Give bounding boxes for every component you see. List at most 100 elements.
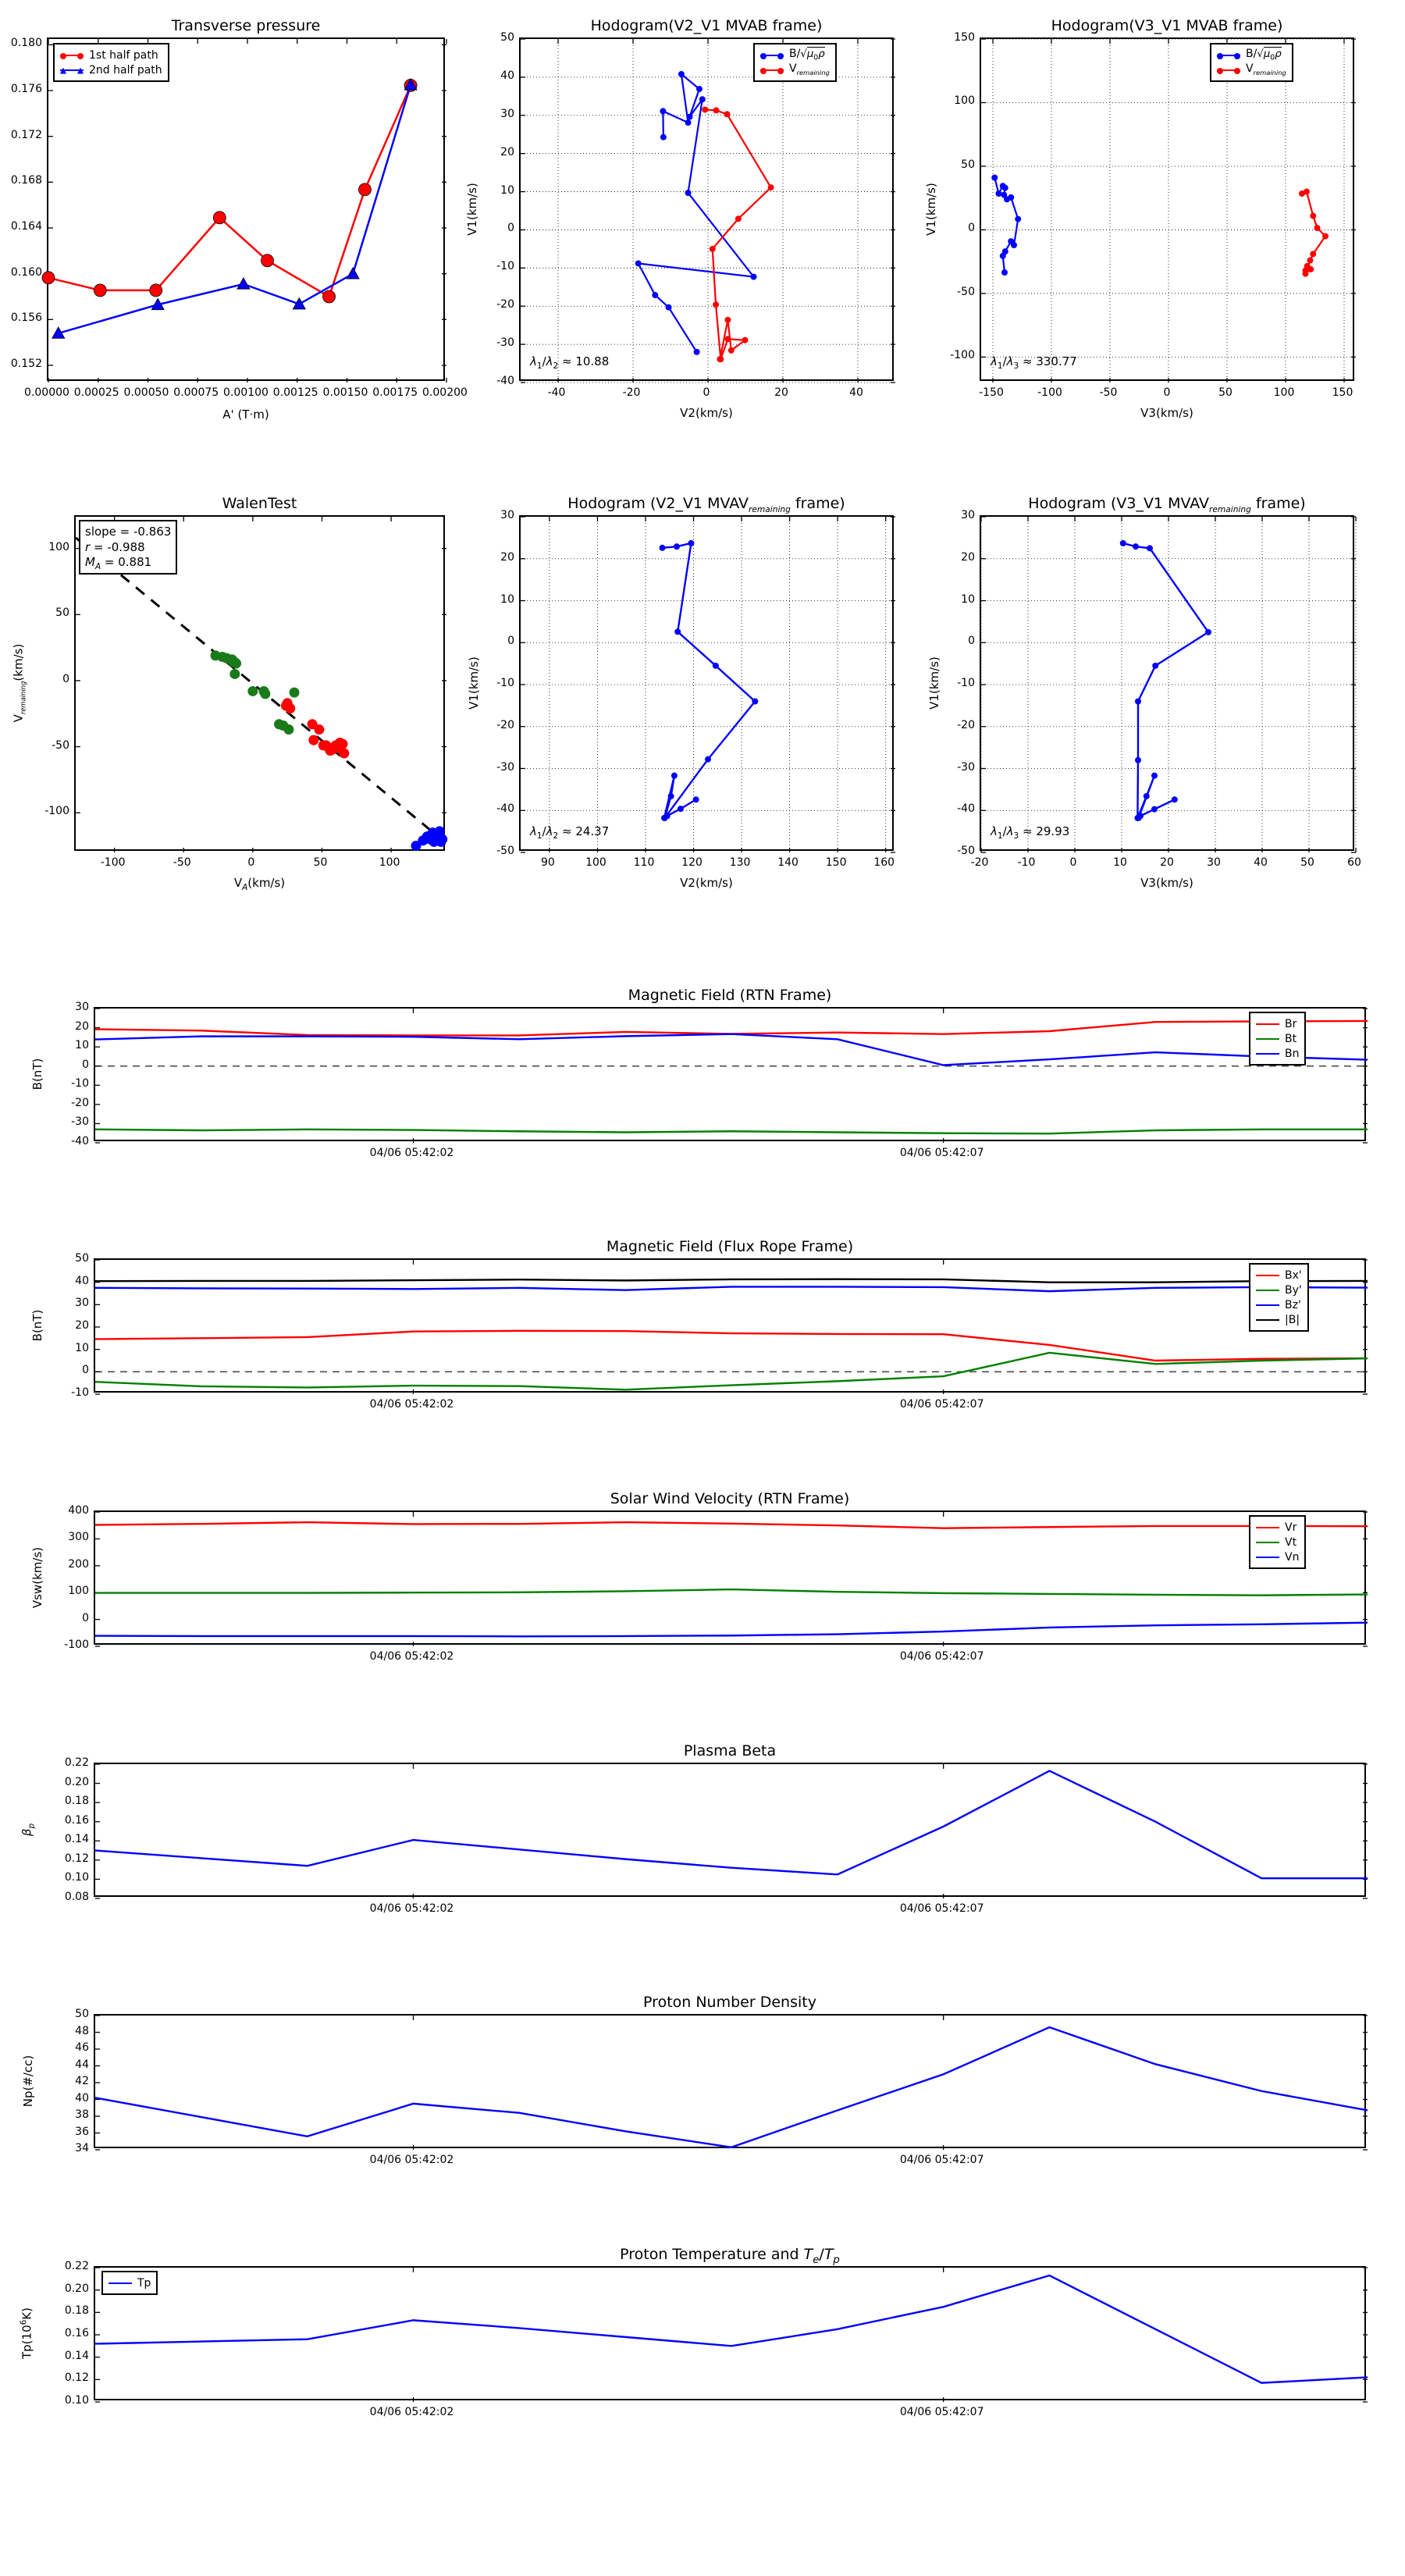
ylabel-b_rtn: B(nT) (30, 1058, 44, 1091)
legend-entry: Bz' (1256, 1297, 1302, 1312)
xtick-label: 40 (849, 386, 863, 399)
legend-entry: Vt (1256, 1535, 1299, 1550)
xtick-label: 0.00075 (173, 386, 219, 399)
ytick-label: 0.168 (10, 174, 42, 187)
plot-svg-hodo_v3v1_mvab (981, 38, 1356, 382)
legend-label: B/√μ0ρ (789, 47, 825, 62)
legend-label: Vr (1285, 1521, 1297, 1534)
xtick-label: 10 (1113, 856, 1127, 869)
xtick-label: 0.00100 (223, 386, 269, 399)
ytick-label: 10 (500, 592, 514, 606)
plot-area-hodo_v3v1_mvav (980, 515, 1357, 853)
annotation-hodo_v3v1_mvav: λ1/λ3 ≈ 29.93 (991, 824, 1070, 841)
xtick-label: 130 (729, 856, 751, 869)
ytick-label: 20 (961, 550, 975, 564)
xtick-label: 0.00175 (372, 386, 418, 399)
ytick-label: 150 (954, 31, 975, 44)
xtick-label: 0 (1163, 386, 1171, 399)
legend-transverse_pressure: 1st half path 2nd half path (53, 43, 169, 82)
ylabel-hodo_v3v1_mvab: V1(km/s) (924, 183, 938, 236)
ytick-label: 30 (500, 509, 514, 521)
ylabel-b_fluxrope: B(nT) (30, 1309, 44, 1342)
xlabel-transverse_pressure: A' (T·m) (222, 407, 269, 422)
ytick-label: -30 (957, 760, 975, 774)
ytick-label: 100 (954, 94, 975, 108)
legend-b_fluxrope: Bx' By' Bz' |B| (1249, 1263, 1309, 1332)
ytick-label: 0.10 (64, 2394, 89, 2407)
ytick-label: 42 (75, 2075, 89, 2087)
plot-area-hodo_v2v1_mvav (519, 515, 895, 853)
ytick-label: 0.18 (64, 1795, 89, 1808)
ytick-label: -20 (957, 718, 975, 731)
legend-entry: Tp (108, 2275, 151, 2290)
xtick-label: 04/06 05:42:02 (369, 1902, 454, 1915)
xtick-label: -100 (1037, 386, 1062, 399)
ytick-label: 0 (82, 1058, 89, 1071)
ytick-label: -40 (496, 375, 514, 387)
annotation-hodo_v2v1_mvav: λ1/λ2 ≈ 24.37 (530, 824, 610, 841)
ytick-label: 38 (75, 2108, 89, 2121)
ytick-label: 20 (75, 1019, 89, 1033)
legend-label: 1st half path (89, 48, 158, 62)
xtick-label: 04/06 05:42:02 (369, 1650, 454, 1663)
ytick-label: 0 (62, 672, 69, 685)
legend-entry: Br (1256, 1016, 1299, 1031)
ytick-label: -50 (957, 845, 975, 857)
xtick-label: 40 (1254, 856, 1268, 869)
ytick-label: 20 (75, 1319, 89, 1332)
stats-box-walen: slope = -0.863 r = -0.988 MA = 0.881 (79, 520, 178, 575)
ylabel-beta: βp (20, 1823, 37, 1837)
plot-svg-np (94, 2015, 1368, 2151)
legend-label: Vremaining (1246, 62, 1286, 76)
ytick-label: -100 (44, 805, 69, 818)
legend-entry: Vr (1256, 1520, 1299, 1535)
ytick-label: 0 (968, 635, 975, 648)
xtick-label: 50 (1300, 856, 1314, 869)
xtick-label: 04/06 05:42:02 (369, 2154, 454, 2166)
plot-svg-vsw (94, 1511, 1368, 1647)
ytick-label: 0.12 (64, 1852, 89, 1865)
panel-title-hodo_v3v1_mvav: Hodogram (V3_V1 MVAVremaining frame) (1028, 495, 1306, 514)
xlabel-hodo_v3v1_mvab: V3(km/s) (1140, 406, 1193, 420)
panel-title-b_fluxrope: Magnetic Field (Flux Rope Frame) (606, 1238, 854, 1255)
plot-area-tp (94, 2266, 1368, 2403)
legend-swatch (1256, 1318, 1279, 1321)
xtick-label: 0.00050 (123, 386, 169, 399)
ytick-label: 0 (507, 635, 514, 648)
ytick-label: -50 (52, 738, 69, 752)
xtick-label: 150 (1332, 386, 1353, 399)
xtick-label: -50 (1099, 386, 1118, 399)
xtick-label: -20 (970, 856, 989, 869)
xtick-label: 04/06 05:42:07 (899, 1650, 984, 1663)
legend-entry: Bn (1256, 1046, 1299, 1061)
legend-swatch (760, 52, 784, 59)
plot-svg-hodo_v2v1_mvav (521, 516, 895, 853)
ytick-label: 100 (48, 540, 69, 553)
legend-swatch (60, 52, 84, 59)
plot-area-hodo_v2v1_mvab (519, 37, 895, 383)
legend-hodo_v3v1_mvab: B/√μ0ρ Vremaining (1210, 43, 1293, 82)
ytick-label: -100 (950, 349, 975, 362)
xtick-label: 100 (379, 856, 400, 869)
xtick-label: -10 (1017, 856, 1036, 869)
ytick-label: 0.12 (64, 2371, 89, 2385)
legend-swatch (1256, 1541, 1279, 1543)
xtick-label: -20 (622, 386, 641, 399)
ylabel-hodo_v2v1_mvav: V1(km/s) (467, 656, 481, 710)
legend-entry: 2nd half path (60, 62, 162, 77)
plot-svg-transverse_pressure (41, 39, 447, 382)
xlabel-hodo_v3v1_mvav: V3(km/s) (1140, 876, 1193, 890)
legend-label: B/√μ0ρ (1246, 47, 1282, 62)
ytick-label: 20 (500, 145, 514, 158)
ytick-label: -30 (496, 336, 514, 350)
ytick-label: 10 (500, 183, 514, 197)
legend-swatch (1256, 1526, 1279, 1528)
plot-area-vsw (94, 1510, 1368, 1647)
panel-title-hodo_v2v1_mvab: Hodogram(V2_V1 MVAB frame) (590, 17, 823, 34)
legend-label: 2nd half path (89, 63, 162, 76)
xtick-label: 150 (825, 856, 847, 869)
plot-svg-b_fluxrope (94, 1259, 1368, 1395)
ytick-label: 0.176 (10, 83, 42, 95)
xtick-label: 0 (247, 856, 255, 869)
